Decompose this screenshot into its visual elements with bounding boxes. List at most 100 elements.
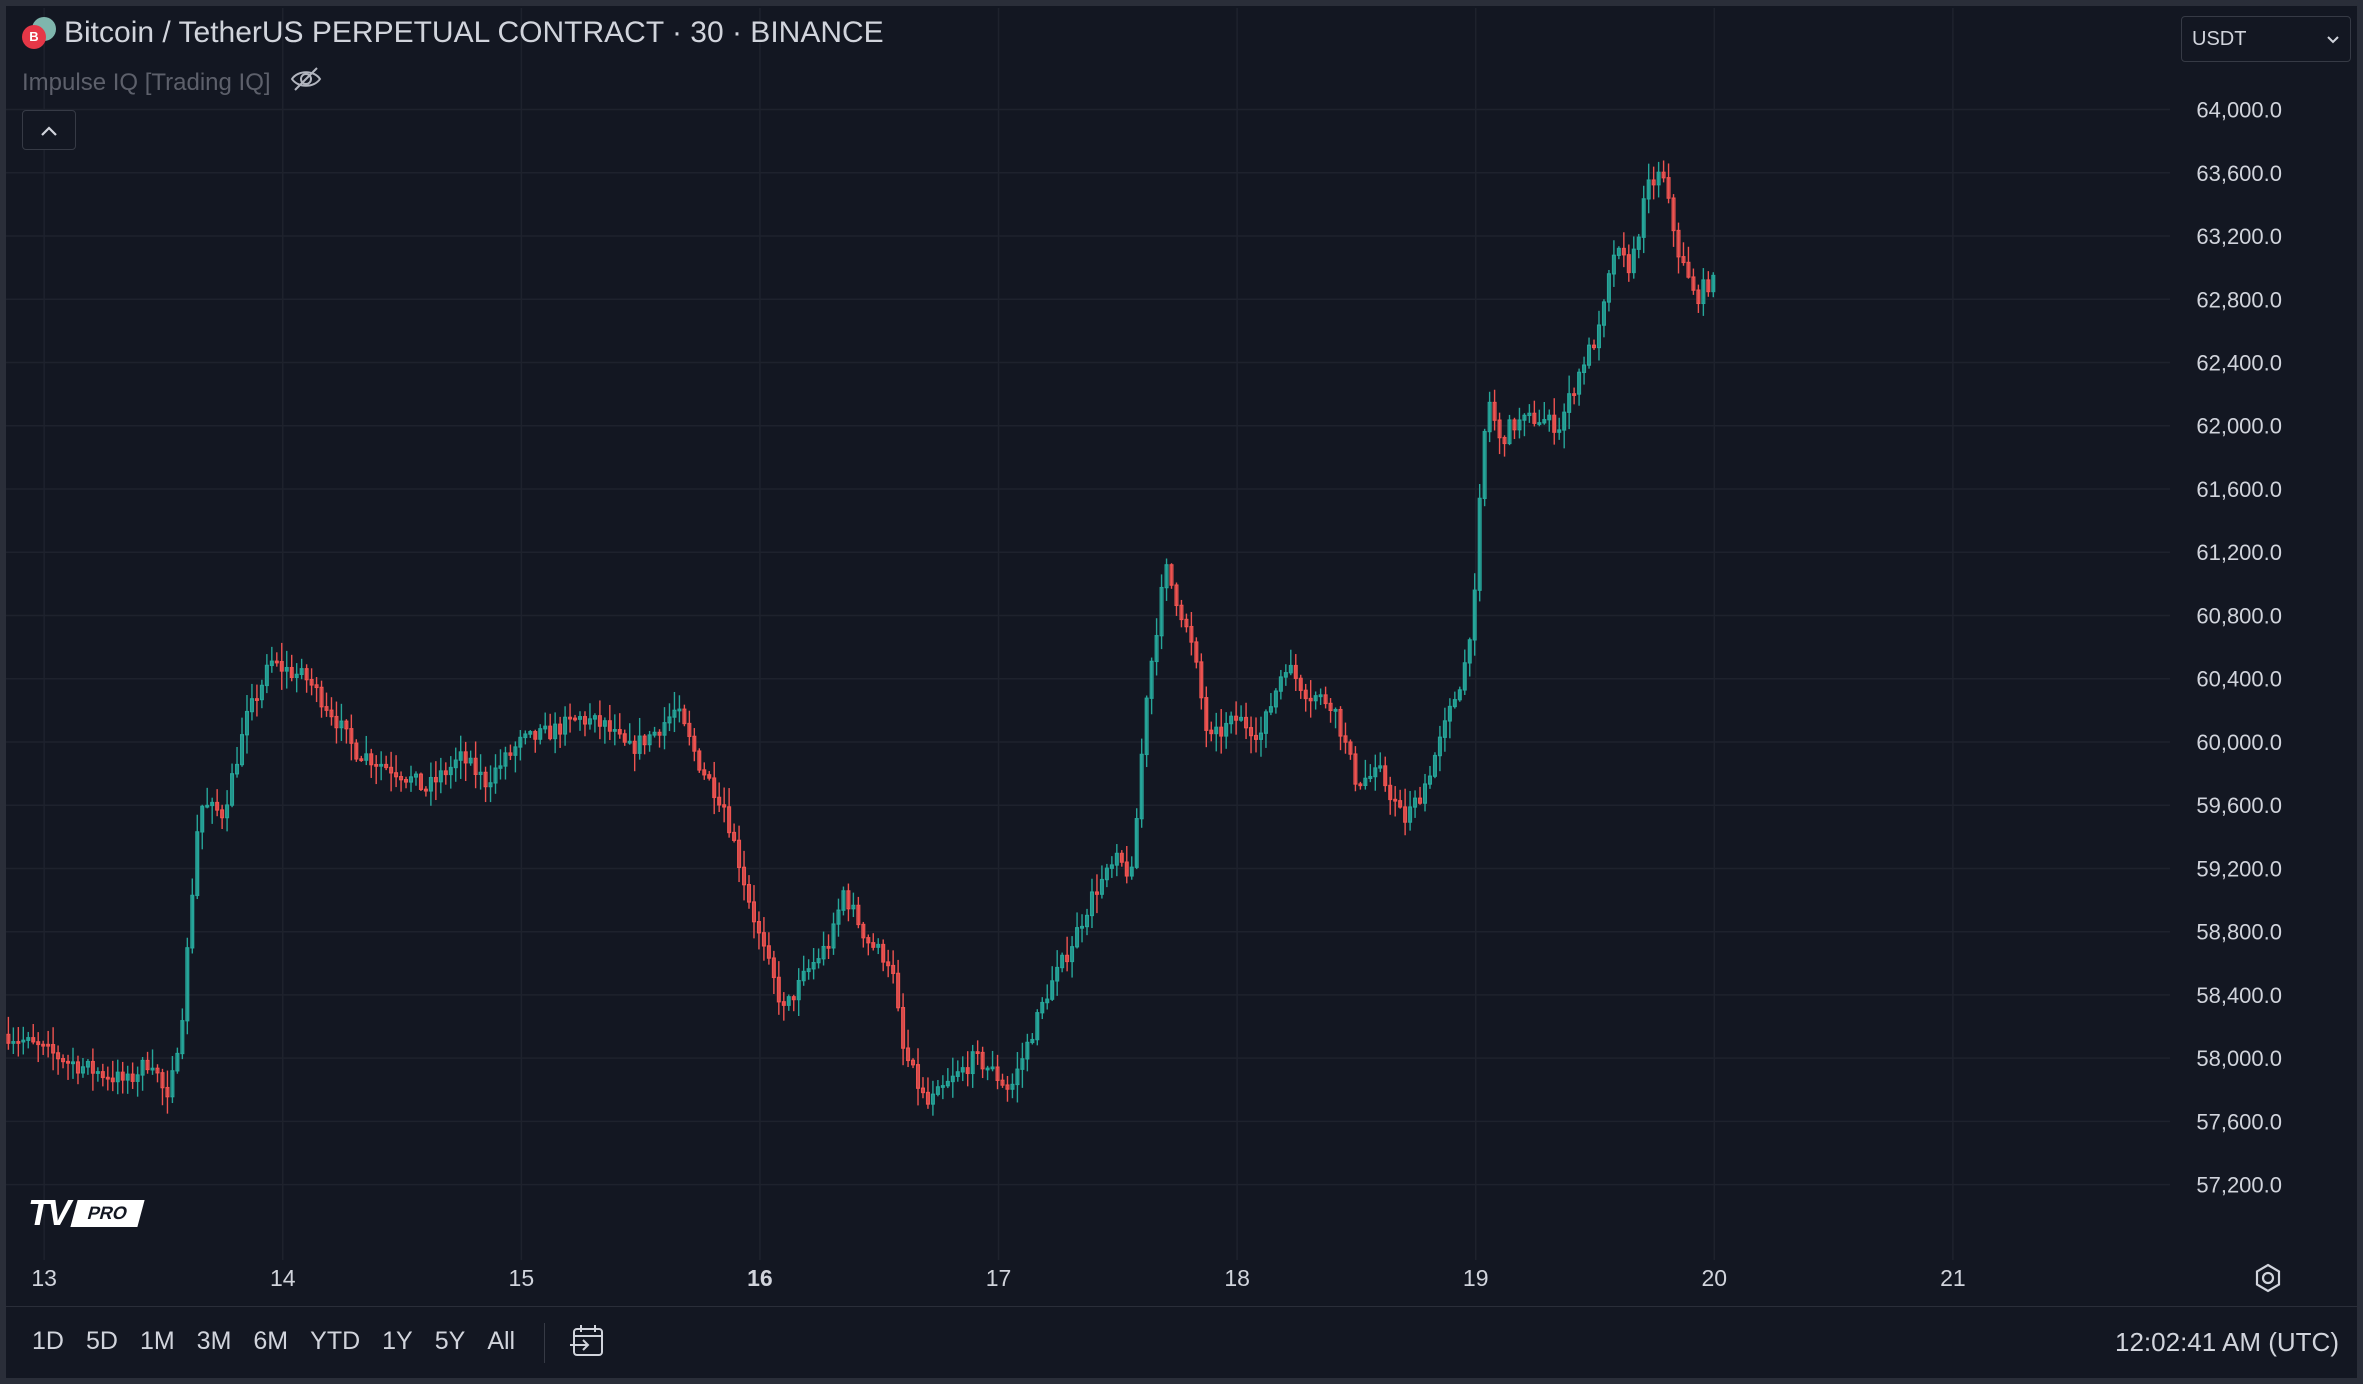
range-1d[interactable]: 1D bbox=[32, 1327, 64, 1355]
range-1y[interactable]: 1Y bbox=[382, 1327, 413, 1355]
price-tick-label: 58,000.0 bbox=[2196, 1046, 2282, 1071]
tradingview-logo[interactable]: TV PRO bbox=[28, 1192, 145, 1234]
range-5y[interactable]: 5Y bbox=[434, 1327, 466, 1355]
clock-readout[interactable]: 12:02:41 AM (UTC) bbox=[2115, 1327, 2339, 1357]
candle-body bbox=[990, 1066, 995, 1070]
candle bbox=[1094, 874, 1099, 914]
range-1m[interactable]: 1M bbox=[139, 1327, 175, 1355]
candle bbox=[344, 719, 349, 744]
candle bbox=[1502, 435, 1507, 457]
candle bbox=[1582, 356, 1587, 385]
candle bbox=[100, 1063, 105, 1087]
candle-body bbox=[1010, 1083, 1015, 1090]
gear-icon[interactable] bbox=[2252, 1262, 2284, 1294]
symbol-title[interactable]: Bitcoin / TetherUS PERPETUAL CONTRACT · … bbox=[64, 16, 884, 49]
candle-body bbox=[1303, 689, 1308, 700]
candle-body bbox=[1671, 197, 1676, 232]
time-axis[interactable]: 13 14 15 16 17 18 19 20 21 bbox=[31, 1265, 1965, 1291]
candle-body bbox=[1542, 419, 1547, 424]
indicator-legend[interactable]: Impulse IQ [Trading IQ] bbox=[22, 66, 323, 99]
candle-body bbox=[563, 716, 568, 735]
candle-body bbox=[751, 901, 756, 923]
candle bbox=[1626, 244, 1631, 282]
candle bbox=[955, 1060, 960, 1082]
symbol-header[interactable]: B Bitcoin / TetherUS PERPETUAL CONTRACT … bbox=[22, 16, 884, 50]
candle-body bbox=[115, 1071, 120, 1083]
candle bbox=[1025, 1033, 1030, 1072]
price-tick-label: 60,000.0 bbox=[2196, 730, 2282, 755]
candle bbox=[742, 850, 747, 901]
candle-body bbox=[1572, 393, 1577, 396]
candle bbox=[284, 650, 289, 689]
candle-body bbox=[408, 776, 414, 783]
candle-body bbox=[1104, 867, 1109, 881]
candle bbox=[1527, 404, 1532, 423]
candle-body bbox=[1587, 344, 1592, 366]
candle bbox=[940, 1075, 945, 1100]
candle bbox=[319, 680, 324, 718]
candle bbox=[269, 646, 274, 673]
candle bbox=[120, 1061, 125, 1094]
range-5d[interactable]: 5D bbox=[85, 1327, 118, 1355]
candle-body bbox=[1368, 775, 1373, 779]
candle bbox=[592, 713, 597, 733]
candle bbox=[1184, 613, 1189, 633]
candle-body bbox=[577, 716, 583, 720]
candle-body bbox=[80, 1066, 85, 1074]
range-all[interactable]: All bbox=[487, 1327, 516, 1355]
candle bbox=[394, 755, 399, 788]
candle-body bbox=[821, 945, 826, 960]
calendar-arrow-icon[interactable] bbox=[568, 1321, 608, 1361]
candle bbox=[975, 1040, 980, 1065]
candle bbox=[657, 729, 662, 748]
candle bbox=[707, 771, 712, 781]
candle-body bbox=[6, 1033, 11, 1044]
candle-body bbox=[36, 1041, 41, 1046]
candle-body bbox=[230, 773, 235, 806]
range-6m[interactable]: 6M bbox=[253, 1327, 289, 1355]
candle-body bbox=[220, 809, 225, 819]
candle bbox=[180, 1008, 185, 1060]
candle-body bbox=[1338, 708, 1343, 737]
range-3m[interactable]: 3M bbox=[196, 1327, 232, 1355]
candle-body bbox=[543, 725, 548, 730]
candle bbox=[1288, 649, 1293, 676]
candle bbox=[1234, 701, 1239, 735]
candle-body bbox=[1552, 414, 1557, 433]
candle-body bbox=[1482, 430, 1487, 500]
candle bbox=[1477, 483, 1482, 602]
candle-body bbox=[771, 957, 776, 979]
candle bbox=[727, 788, 732, 838]
candle bbox=[1676, 222, 1681, 274]
candle bbox=[751, 885, 756, 939]
candle-body bbox=[592, 715, 597, 720]
candle bbox=[1194, 637, 1199, 669]
candle bbox=[1338, 706, 1343, 751]
candle bbox=[279, 642, 284, 690]
price-tick-label: 59,600.0 bbox=[2196, 793, 2282, 818]
candle bbox=[995, 1054, 1000, 1090]
indicator-name[interactable]: Impulse IQ [Trading IQ] bbox=[22, 68, 271, 96]
candle bbox=[1204, 686, 1209, 748]
candle bbox=[1472, 573, 1477, 656]
candle bbox=[1129, 856, 1134, 880]
candle bbox=[1258, 716, 1263, 757]
collapse-legend-button[interactable] bbox=[22, 110, 76, 150]
candle-body bbox=[513, 746, 518, 756]
currency-select[interactable]: USDT bbox=[2181, 16, 2351, 62]
candle bbox=[896, 959, 901, 1012]
price-axis[interactable]: 64,000.0 63,600.0 63,200.0 62,800.0 62,400.0… bbox=[2196, 98, 2282, 1198]
candle-body bbox=[1437, 736, 1442, 757]
candle bbox=[761, 917, 766, 961]
eye-off-icon[interactable] bbox=[289, 66, 323, 99]
candle-body bbox=[478, 771, 483, 775]
candle-body bbox=[135, 1074, 140, 1082]
range-ytd[interactable]: YTD bbox=[310, 1327, 361, 1355]
candle bbox=[374, 755, 379, 785]
candle-body bbox=[831, 923, 836, 949]
candle bbox=[428, 762, 433, 806]
candle bbox=[1104, 863, 1109, 888]
candle bbox=[95, 1067, 100, 1082]
candle bbox=[339, 703, 344, 742]
